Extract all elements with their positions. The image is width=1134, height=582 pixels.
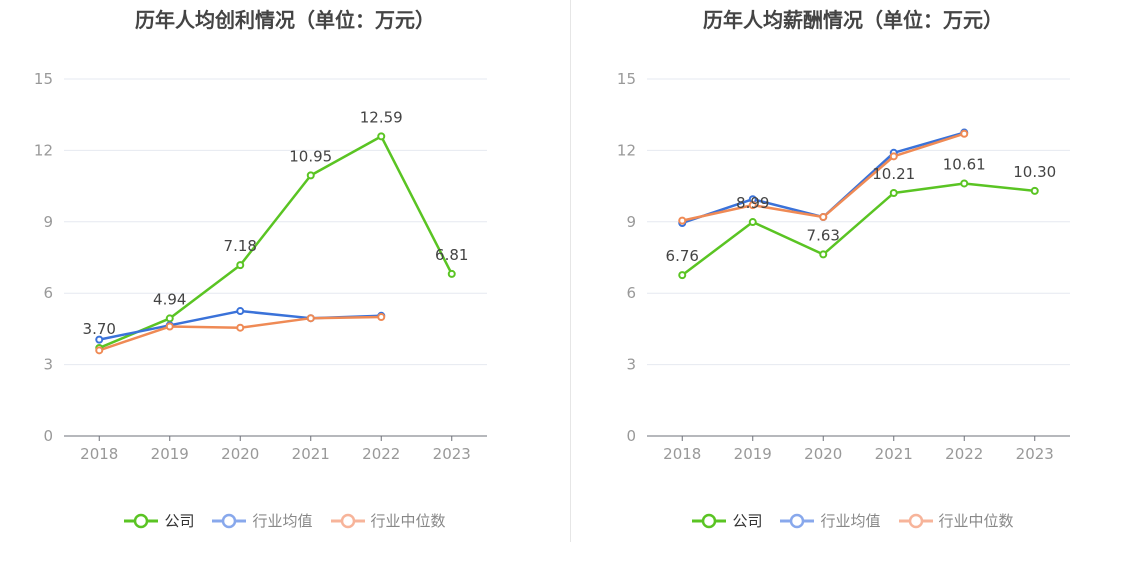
legend-label-industry-avg: 行业均值 (820, 512, 881, 530)
data-label: 7.18 (224, 237, 257, 255)
data-label: 3.70 (83, 320, 116, 338)
line-chart-salary: 0 3 6 9 12 15 2018 2019 2020 2021 2022 2023 6.76 8.99… (617, 70, 1070, 463)
x-tick-label: 2021 (875, 445, 913, 463)
x-tick-label: 2022 (945, 445, 983, 463)
series-line-industry-median (98, 315, 382, 352)
data-point (306, 314, 315, 323)
x-tick-label: 2019 (734, 445, 772, 463)
data-label: 6.81 (435, 246, 468, 264)
chart-title: 历年人均创利情况（单位：万元） (135, 8, 435, 32)
y-tick-label: 6 (626, 284, 636, 302)
legend-item-company[interactable]: 公司 (692, 510, 762, 531)
data-point (960, 179, 969, 188)
data-point (748, 218, 757, 227)
y-tick-label: 9 (626, 213, 636, 231)
data-point (165, 314, 174, 323)
legend-item-industry-median[interactable]: 行业中位数 (330, 510, 446, 531)
data-label: 10.21 (872, 165, 915, 183)
x-tick-label: 2023 (433, 445, 471, 463)
legend-item-industry-median[interactable]: 行业中位数 (898, 510, 1014, 531)
x-tick-label: 2020 (221, 445, 259, 463)
data-label: 7.63 (807, 226, 840, 244)
legend-label-industry-avg: 行业均值 (252, 512, 313, 530)
y-tick-label: 6 (43, 284, 53, 302)
data-point (819, 250, 828, 259)
chart-panel-salary: 历年人均薪酬情况（单位：万元） 0 3 6 9 12 15 2018 2019 2020 2021… (572, 0, 1134, 582)
data-point (95, 346, 104, 355)
y-tick-label: 0 (43, 427, 53, 445)
data-point (236, 261, 245, 270)
y-tick-label: 0 (626, 427, 636, 445)
series-line-company (681, 182, 1035, 277)
legend-industry-median-icon (330, 513, 365, 528)
y-tick-label: 3 (626, 356, 636, 374)
data-label: 12.59 (360, 108, 403, 126)
data-point (447, 269, 456, 278)
data-point (165, 322, 174, 331)
data-label: 10.30 (1013, 163, 1056, 181)
data-point (1030, 186, 1039, 195)
y-tick-label: 15 (34, 70, 53, 88)
data-point (377, 313, 386, 321)
data-label: 8.99 (736, 194, 769, 212)
data-point (306, 171, 315, 180)
y-tick-label: 12 (617, 141, 636, 159)
x-tick-label: 2019 (151, 445, 189, 463)
line-chart-profit: 0 3 6 9 12 15 2018 2019 2020 2021 2022 2023 3.70 4.94… (34, 70, 487, 463)
x-tick-label: 2018 (80, 445, 118, 463)
panel-divider (570, 0, 571, 542)
y-tick-label: 3 (43, 356, 53, 374)
x-tick-label: 2023 (1016, 445, 1054, 463)
x-tick-label: 2020 (804, 445, 842, 463)
data-point (819, 213, 828, 222)
legend-label-industry-median: 行业中位数 (370, 512, 446, 530)
chart-title: 历年人均薪酬情况（单位：万元） (703, 8, 1003, 32)
legend-company-icon (124, 513, 159, 528)
y-tick-label: 12 (34, 141, 53, 159)
data-label: 10.95 (289, 147, 332, 165)
data-point (236, 307, 245, 316)
legend: 公司 行业均值 行业中位数 (572, 510, 1134, 531)
chart-panel-profit: 历年人均创利情况（单位：万元） 0 3 6 9 12 15 2018 2019 2020 2021… (0, 8, 570, 531)
legend-label-company: 公司 (164, 512, 195, 530)
data-label: 4.94 (153, 290, 186, 308)
legend-industry-median-icon (898, 513, 933, 528)
y-tick-label: 15 (617, 70, 636, 88)
y-tick-label: 9 (43, 213, 53, 231)
legend-label-company: 公司 (732, 512, 763, 530)
legend-item-industry-avg[interactable]: 行业均值 (212, 510, 313, 531)
legend: 公司 行业均值 行业中位数 (0, 510, 570, 531)
data-point (678, 271, 687, 280)
x-tick-label: 2022 (362, 445, 400, 463)
legend-item-industry-avg[interactable]: 行业均值 (780, 510, 881, 531)
data-point (889, 152, 898, 161)
legend-item-company[interactable]: 公司 (124, 510, 194, 531)
legend-label-industry-median: 行业中位数 (938, 512, 1014, 530)
data-point (377, 132, 386, 141)
data-point (889, 189, 898, 198)
data-point (960, 129, 969, 138)
legend-industry-avg-icon (212, 513, 247, 528)
legend-company-icon (692, 513, 727, 528)
x-tick-label: 2021 (292, 445, 330, 463)
data-point (236, 323, 245, 332)
x-tick-label: 2018 (663, 445, 701, 463)
data-point (748, 201, 757, 210)
data-label: 6.76 (666, 247, 699, 265)
legend-industry-avg-icon (780, 513, 815, 528)
series-line-company (98, 135, 453, 350)
data-label: 10.61 (943, 155, 986, 173)
data-point (95, 335, 104, 344)
data-point (678, 216, 687, 225)
